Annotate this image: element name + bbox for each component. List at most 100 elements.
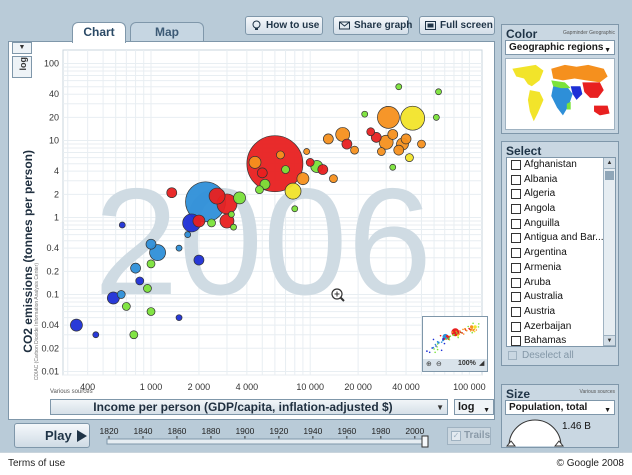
list-item[interactable]: Aruba <box>507 276 615 291</box>
bubble[interactable] <box>291 205 299 213</box>
bubble[interactable] <box>143 284 152 293</box>
bubble[interactable] <box>146 307 156 316</box>
africa-region[interactable] <box>551 86 573 116</box>
bubble[interactable] <box>341 138 353 150</box>
bubble[interactable] <box>350 145 359 155</box>
checkbox[interactable] <box>511 160 521 170</box>
checkbox[interactable] <box>511 218 521 229</box>
bubble[interactable] <box>175 314 183 322</box>
americas-region[interactable] <box>512 64 544 87</box>
bubble[interactable] <box>175 244 183 252</box>
bubble[interactable] <box>417 139 426 149</box>
bubble[interactable] <box>317 164 329 175</box>
zoom-in-icon[interactable]: ⊕ <box>426 361 432 368</box>
size-min-handle-icon[interactable] <box>505 440 517 447</box>
x-scale-select[interactable]: log ▼ <box>454 399 494 415</box>
checkbox[interactable] <box>511 277 521 288</box>
checkbox[interactable] <box>511 292 521 303</box>
bubble[interactable] <box>305 158 315 167</box>
bubble[interactable] <box>129 330 139 340</box>
oceania-region[interactable] <box>594 105 610 116</box>
list-scrollbar[interactable]: ▲ ▼ <box>603 158 615 346</box>
timeline-slider[interactable]: 1820 1840 1860 1880 1900 1920 1940 1960 1980 2000 <box>95 423 440 449</box>
list-item[interactable]: Angola <box>507 202 615 217</box>
bubble[interactable] <box>322 133 334 145</box>
list-item[interactable]: Armenia <box>507 261 615 276</box>
bubble[interactable] <box>208 187 226 205</box>
bubble[interactable] <box>393 144 405 156</box>
full-screen-button[interactable]: Full screen <box>419 16 495 35</box>
bubble[interactable] <box>248 156 262 169</box>
bubble[interactable] <box>366 127 376 137</box>
world-map-legend[interactable] <box>505 58 615 130</box>
bubble[interactable] <box>193 254 205 266</box>
checkbox[interactable] <box>511 262 521 273</box>
timeline-handle[interactable] <box>421 435 429 448</box>
bubble[interactable] <box>121 302 131 311</box>
bubble[interactable] <box>395 83 403 91</box>
bubble[interactable] <box>329 174 338 183</box>
scroll-up-icon[interactable]: ▲ <box>604 158 615 169</box>
bubble[interactable] <box>389 163 397 171</box>
play-button[interactable]: Play <box>14 423 90 448</box>
bubble[interactable] <box>145 238 157 250</box>
tab-map[interactable]: Map <box>130 22 204 42</box>
list-item[interactable]: Azerbaijan <box>507 320 615 335</box>
bubble[interactable] <box>435 88 442 96</box>
scroll-thumb[interactable] <box>605 171 614 180</box>
checkbox[interactable] <box>511 233 521 244</box>
color-select[interactable]: Geographic regions ▼ <box>505 40 615 55</box>
bubble[interactable] <box>400 105 425 131</box>
terms-of-use-link[interactable]: Terms of use <box>8 458 66 469</box>
deselect-all-button[interactable]: Deselect all <box>508 350 574 361</box>
list-item[interactable]: Australia <box>507 290 615 305</box>
checkbox[interactable] <box>511 321 521 332</box>
tab-chart[interactable]: Chart <box>72 22 126 43</box>
how-to-use-button[interactable]: How to use <box>245 16 323 35</box>
size-select[interactable]: Population, total ▼ <box>505 400 615 415</box>
south-america-region[interactable] <box>527 90 544 122</box>
y-axis-menu-arrow[interactable]: ▼ <box>12 42 32 54</box>
europe-region[interactable] <box>551 64 608 83</box>
bubble[interactable] <box>116 290 126 299</box>
bubble[interactable] <box>228 210 235 218</box>
bubbles[interactable] <box>70 83 442 340</box>
y-scale-select[interactable]: log <box>12 56 32 78</box>
checkbox[interactable] <box>511 174 521 185</box>
zoom-out-icon[interactable]: ⊖ <box>436 361 442 368</box>
bubble[interactable] <box>377 106 400 129</box>
bubble[interactable] <box>230 223 237 231</box>
list-item[interactable]: Anguilla <box>507 217 615 232</box>
south-asia-region[interactable] <box>570 86 583 100</box>
size-gauge[interactable] <box>505 417 615 447</box>
bubble[interactable] <box>184 231 192 238</box>
bubble[interactable] <box>70 318 83 332</box>
bubble[interactable] <box>118 221 126 229</box>
bubble[interactable] <box>276 150 285 160</box>
country-list[interactable]: Afghanistan Albania Algeria Angola Angui… <box>506 157 616 347</box>
share-graph-button[interactable]: Share graph <box>333 16 412 35</box>
bubble[interactable] <box>135 276 145 286</box>
bubble[interactable] <box>207 218 216 228</box>
list-item[interactable]: Algeria <box>507 187 615 202</box>
bubble[interactable] <box>400 133 412 145</box>
list-item[interactable]: Argentina <box>507 246 615 261</box>
bubble[interactable] <box>92 331 100 339</box>
bubble[interactable] <box>192 214 206 228</box>
bubble[interactable] <box>166 187 178 199</box>
list-item[interactable]: Austria <box>507 305 615 320</box>
bubble[interactable] <box>387 129 399 140</box>
checkbox[interactable] <box>511 189 521 200</box>
bubble[interactable] <box>405 153 414 162</box>
bubble[interactable] <box>361 110 369 118</box>
list-item[interactable]: Bahamas <box>507 334 615 346</box>
east-asia-region[interactable] <box>582 82 604 98</box>
bubble[interactable] <box>130 262 141 274</box>
bubble[interactable] <box>296 172 310 185</box>
bubble[interactable] <box>233 191 246 205</box>
list-item[interactable]: Afghanistan <box>507 158 615 173</box>
bubble[interactable] <box>255 185 264 195</box>
middle-east-region[interactable] <box>551 80 571 89</box>
list-item[interactable]: Antigua and Bar... <box>507 231 615 246</box>
